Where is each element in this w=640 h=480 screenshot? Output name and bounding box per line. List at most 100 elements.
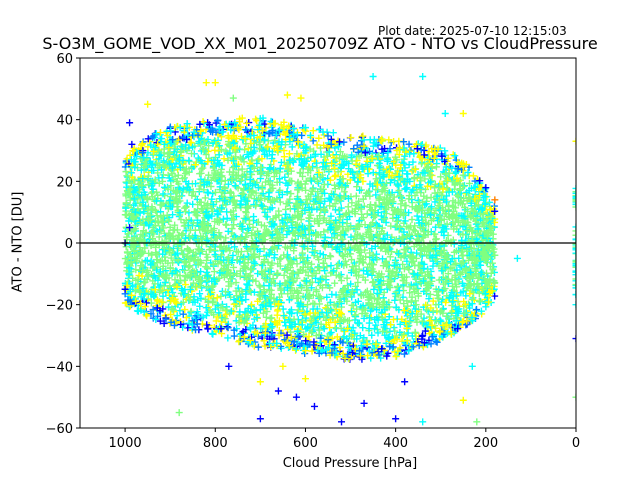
scatter-point bbox=[417, 266, 425, 274]
scatter-point bbox=[328, 268, 336, 276]
scatter-point bbox=[406, 150, 414, 158]
scatter-point bbox=[213, 300, 221, 308]
scatter-point bbox=[190, 128, 198, 136]
scatter-point bbox=[217, 168, 225, 176]
scatter-point bbox=[402, 201, 410, 209]
scatter-point bbox=[387, 222, 395, 230]
scatter-point bbox=[162, 275, 170, 283]
scatter-point bbox=[359, 195, 367, 203]
scatter-point bbox=[161, 278, 169, 286]
scatter-point bbox=[356, 332, 364, 340]
scatter-point bbox=[315, 300, 323, 308]
scatter-point bbox=[194, 131, 202, 139]
scatter-point bbox=[217, 133, 225, 141]
scatter-point bbox=[347, 291, 355, 299]
scatter-point bbox=[252, 307, 260, 315]
scatter-point bbox=[286, 177, 294, 185]
scatter-point bbox=[198, 247, 206, 255]
scatter-point bbox=[146, 157, 154, 165]
scatter-point bbox=[282, 322, 290, 330]
scatter-point bbox=[371, 242, 379, 250]
scatter-point bbox=[378, 145, 386, 153]
scatter-point bbox=[204, 325, 212, 333]
scatter-point bbox=[329, 129, 337, 137]
scatter-point bbox=[255, 281, 263, 289]
scatter-point bbox=[411, 305, 419, 313]
scatter-point bbox=[257, 170, 265, 178]
scatter-point bbox=[181, 276, 189, 284]
scatter-point bbox=[260, 222, 268, 230]
scatter-point bbox=[291, 205, 299, 213]
scatter-point bbox=[319, 128, 327, 136]
scatter-point bbox=[341, 354, 349, 362]
scatter-point bbox=[280, 153, 288, 161]
scatter-point bbox=[406, 289, 414, 297]
scatter-point bbox=[137, 155, 145, 163]
scatter-point bbox=[277, 342, 285, 350]
scatter-point bbox=[313, 141, 321, 149]
scatter-point bbox=[208, 330, 216, 338]
scatter-point bbox=[323, 152, 331, 160]
scatter-point bbox=[399, 145, 407, 153]
scatter-point bbox=[252, 277, 260, 285]
scatter-point bbox=[154, 164, 162, 172]
scatter-point bbox=[330, 301, 338, 309]
scatter-point bbox=[348, 256, 356, 264]
scatter-point bbox=[481, 185, 489, 193]
scatter-point bbox=[187, 307, 195, 315]
scatter-point bbox=[390, 316, 397, 324]
scatter-point bbox=[392, 352, 400, 360]
scatter-point bbox=[476, 297, 484, 305]
scatter-point bbox=[347, 280, 355, 288]
scatter-point bbox=[256, 283, 264, 291]
scatter-point bbox=[471, 202, 479, 210]
scatter-point bbox=[196, 302, 204, 310]
scatter-point bbox=[280, 271, 288, 279]
scatter-point bbox=[241, 146, 249, 154]
scatter-point bbox=[266, 264, 274, 272]
scatter-point bbox=[469, 172, 477, 180]
scatter-point bbox=[417, 250, 425, 258]
scatter-point bbox=[165, 160, 173, 168]
scatter-point bbox=[320, 313, 328, 321]
scatter-point bbox=[374, 329, 382, 337]
scatter-point bbox=[280, 251, 288, 259]
scatter-point bbox=[148, 189, 156, 197]
scatter-point bbox=[386, 253, 394, 261]
scatter-point bbox=[302, 268, 310, 276]
scatter-point bbox=[259, 190, 267, 198]
scatter-point bbox=[121, 211, 129, 219]
scatter-point bbox=[327, 253, 335, 261]
scatter-point bbox=[224, 180, 232, 188]
scatter-point bbox=[383, 261, 391, 269]
scatter-point bbox=[321, 197, 329, 205]
scatter-point bbox=[209, 260, 217, 268]
scatter-point bbox=[452, 247, 460, 255]
scatter-point bbox=[157, 213, 165, 221]
scatter-point bbox=[176, 307, 184, 315]
scatter-point bbox=[347, 134, 355, 142]
scatter-point bbox=[138, 141, 146, 149]
scatter-point bbox=[249, 223, 257, 231]
scatter-point bbox=[209, 330, 217, 338]
scatter-point bbox=[246, 220, 254, 228]
scatter-point bbox=[379, 262, 387, 270]
scatter-point bbox=[368, 245, 376, 253]
scatter-point bbox=[383, 231, 391, 239]
scatter-point bbox=[441, 147, 449, 155]
scatter-point bbox=[416, 173, 424, 181]
scatter-point bbox=[242, 264, 250, 272]
scatter-point bbox=[247, 156, 255, 164]
scatter-point bbox=[256, 141, 264, 149]
scatter-point bbox=[139, 140, 147, 148]
scatter-point bbox=[352, 192, 360, 200]
scatter-point bbox=[194, 154, 202, 162]
scatter-point bbox=[144, 135, 152, 143]
scatter-point bbox=[410, 226, 418, 234]
scatter-point bbox=[443, 220, 451, 228]
scatter-point bbox=[264, 137, 272, 145]
scatter-point bbox=[432, 163, 440, 171]
scatter-point bbox=[351, 311, 359, 319]
scatter-point bbox=[193, 212, 201, 220]
scatter-point bbox=[364, 170, 372, 178]
